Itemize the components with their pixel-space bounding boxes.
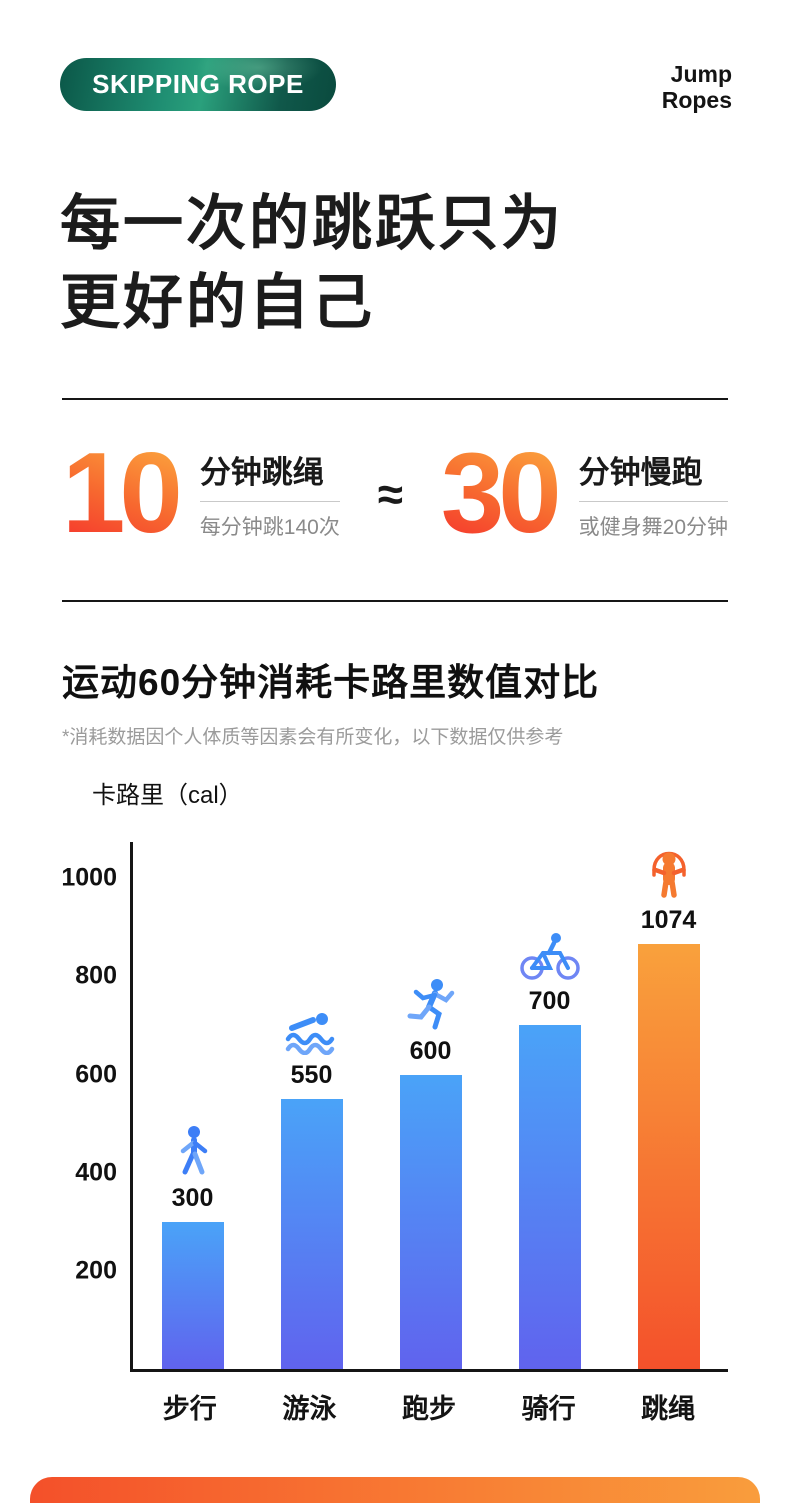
comparison-title: 运动60分钟消耗卡路里数值对比	[62, 662, 600, 704]
comparison-footnote: *消耗数据因个人体质等因素会有所变化，以下数据仅供参考	[62, 727, 564, 749]
chart-column: 1074	[609, 842, 728, 1370]
x-axis-category-label: 游泳	[282, 1394, 337, 1425]
chart-y-axis-title: 卡路里（cal）	[92, 782, 243, 810]
divider-top	[62, 397, 728, 400]
stat-title: 分钟慢跑	[578, 447, 728, 503]
brand-line-2: Ropes	[661, 86, 732, 113]
chart-column: 300	[133, 842, 252, 1370]
jumprope-icon	[645, 842, 693, 900]
stat-number-skipping: 10	[62, 436, 185, 550]
skipping-rope-badge: SKIPPING ROPE	[60, 58, 336, 111]
chart-bars: 300 550 600 700 1074	[133, 842, 728, 1370]
chart-column: 600	[371, 842, 490, 1370]
stat-text-jogging: 分钟慢跑 或健身舞20分钟	[578, 447, 728, 541]
stats-section: 10 分钟跳绳 每分钟跳140次 ≈ 30 分钟慢跑 或健身舞20分钟	[0, 436, 790, 551]
run-icon	[406, 977, 456, 1031]
hero-title-line2: 更好的自己	[60, 268, 375, 336]
chart-column: 700	[490, 842, 609, 1370]
y-axis-tick-label: 400	[75, 1158, 117, 1187]
chart-plot-area: 200 400 600 800 1000 300 550 600 700 1074	[61, 842, 728, 1373]
y-axis-tick-label: 1000	[61, 863, 117, 892]
stat-title: 分钟跳绳	[199, 447, 340, 503]
x-axis-category-label: 步行	[162, 1394, 217, 1425]
bar-value-label: 600	[409, 1037, 452, 1066]
bar-value-label: 300	[171, 1184, 214, 1213]
bar-value-label: 550	[290, 1061, 333, 1090]
y-axis-tick-label: 800	[75, 961, 117, 990]
hero-title: 每一次的跳跃只为 更好的自己	[0, 184, 790, 342]
badge-label: SKIPPING ROPE	[92, 69, 304, 99]
divider-bottom	[62, 600, 728, 603]
walk-icon	[171, 1124, 215, 1178]
stat-skipping: 10 分钟跳绳 每分钟跳140次	[62, 436, 340, 551]
header: SKIPPING ROPE Jump Ropes	[0, 0, 790, 114]
approx-symbol: ≈	[377, 468, 403, 521]
stat-subtitle: 或健身舞20分钟	[578, 516, 728, 540]
bar-跳绳	[637, 944, 700, 1370]
bar-骑行	[518, 1025, 581, 1370]
bar-value-label: 700	[528, 987, 571, 1016]
bike-icon	[518, 931, 582, 981]
footer-accent-bar	[30, 1477, 760, 1503]
bar-value-label: 1074	[640, 906, 697, 935]
stat-text-skipping: 分钟跳绳 每分钟跳140次	[199, 447, 340, 541]
stat-jogging: 30 分钟慢跑 或健身舞20分钟	[441, 436, 728, 551]
y-axis-tick-label: 600	[75, 1060, 117, 1089]
bar-游泳	[280, 1099, 343, 1370]
x-axis-category-label: 跳绳	[641, 1394, 696, 1425]
y-axis-tick-label: 200	[75, 1256, 117, 1285]
bar-步行	[161, 1222, 224, 1370]
bar-跑步	[399, 1075, 462, 1370]
stat-number-jogging: 30	[441, 436, 564, 550]
chart-column: 550	[252, 842, 371, 1370]
x-axis-category-label: 跑步	[401, 1394, 456, 1425]
swim-icon	[284, 1009, 340, 1056]
calorie-bar-chart: 200 400 600 800 1000 300 550 600 700 1074 步行 游泳 跑步…	[61, 842, 728, 1426]
comparison-section: 运动60分钟消耗卡路里数值对比 *消耗数据因个人体质等因素会有所变化，以下数据仅…	[0, 652, 790, 1426]
x-axis-category-label: 骑行	[521, 1394, 576, 1425]
hero-title-line1: 每一次的跳跃只为	[60, 189, 564, 257]
stat-subtitle: 每分钟跳140次	[199, 516, 340, 540]
brand-line-1: Jump	[670, 61, 732, 87]
x-axis-labels: 步行 游泳 跑步 骑行 跳绳	[130, 1387, 728, 1426]
brand-logo: Jump Ropes	[662, 58, 732, 114]
